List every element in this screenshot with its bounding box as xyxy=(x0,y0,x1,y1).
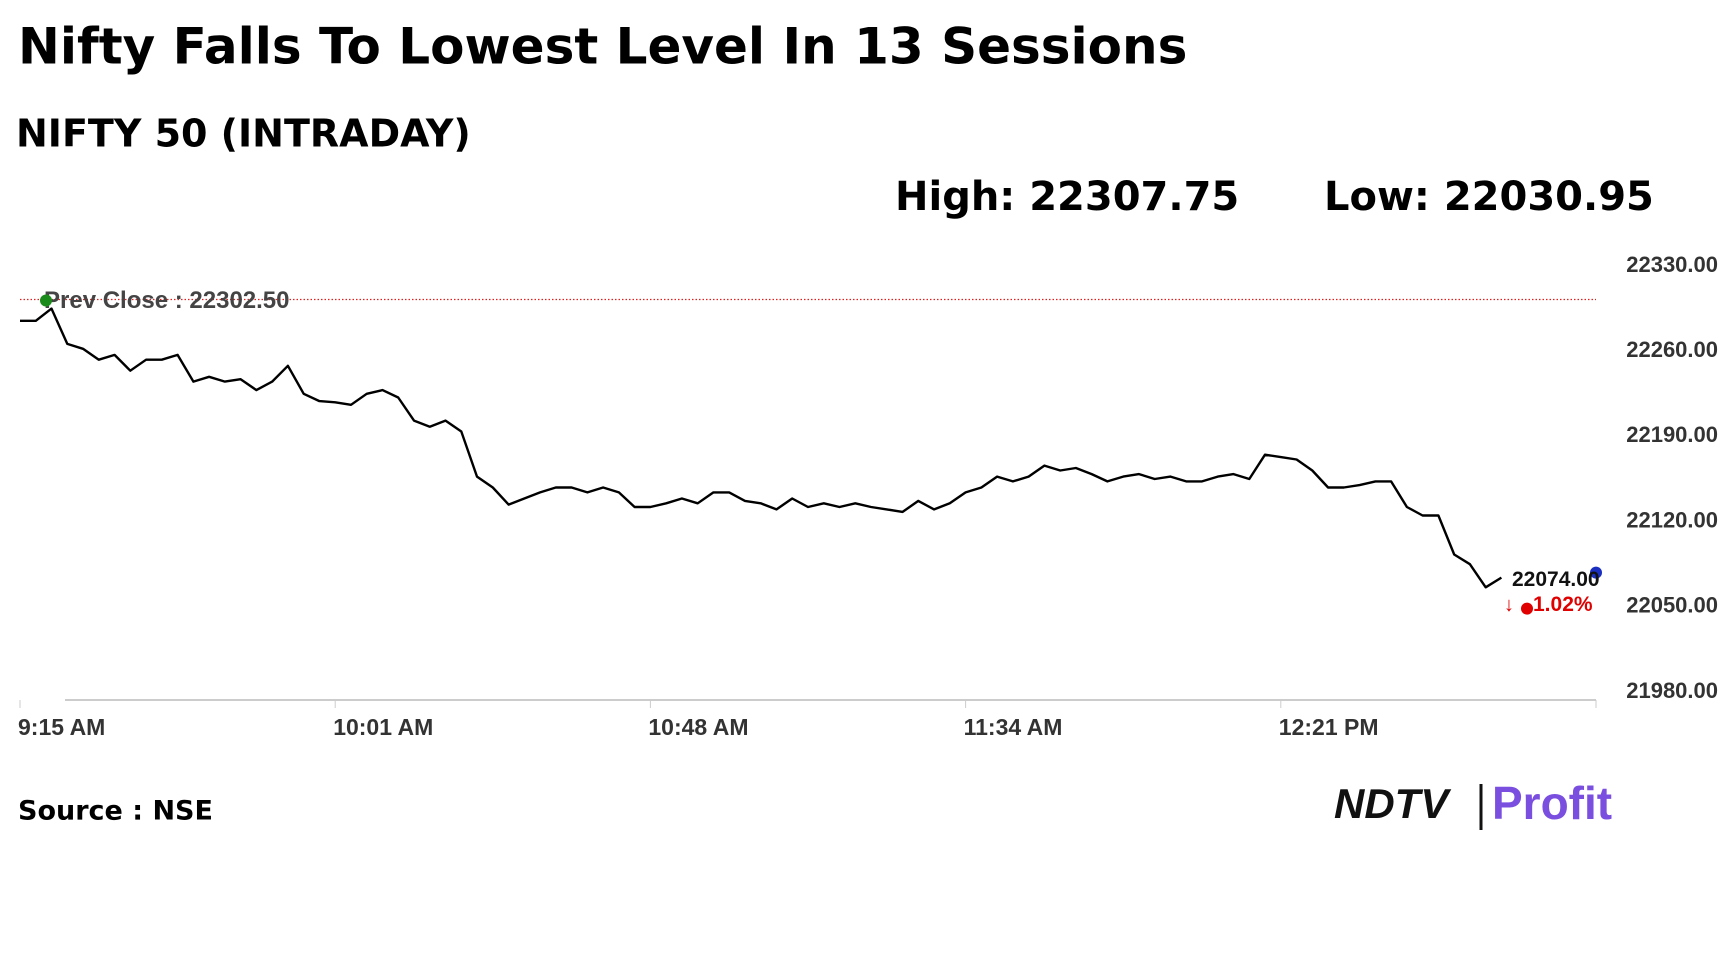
x-tick-label: 10:48 AM xyxy=(648,714,748,740)
start-dot xyxy=(40,294,52,307)
high-label: High: 22307.75 xyxy=(895,174,1239,220)
change-label: 1.02% xyxy=(1533,593,1593,616)
y-tick-label: 22260.00 xyxy=(1626,337,1718,362)
y-tick-label: 22330.00 xyxy=(1626,252,1718,277)
down-arrow: ↓ xyxy=(1504,594,1514,616)
chart-subtitle: NIFTY 50 (INTRADAY) xyxy=(16,112,471,156)
price-line xyxy=(20,307,1503,589)
x-tick-label: 9:15 AM xyxy=(18,714,105,740)
x-tick-label: 12:21 PM xyxy=(1279,714,1379,740)
y-tick-label: 22120.00 xyxy=(1626,507,1718,532)
y-tick-label: 22190.00 xyxy=(1626,422,1718,447)
x-tick-label: 11:34 AM xyxy=(964,714,1063,740)
logo-profit: Profit xyxy=(1492,777,1612,829)
logo-ndtv: NDTV xyxy=(1334,780,1451,827)
change-dot xyxy=(1521,602,1533,615)
chart-title: Nifty Falls To Lowest Level In 13 Sessio… xyxy=(18,18,1187,76)
x-tick-label: 10:01 AM xyxy=(333,714,433,740)
source: Source : NSE xyxy=(18,796,213,827)
prev-close-label: Prev Close : 22302.50 xyxy=(44,287,290,314)
current-dot xyxy=(1590,566,1602,579)
low-label: Low: 22030.95 xyxy=(1324,174,1654,220)
last-value-label: 22074.00 xyxy=(1512,568,1600,591)
y-tick-label: 21980.00 xyxy=(1626,678,1718,703)
y-tick-label: 22050.00 xyxy=(1626,593,1718,618)
